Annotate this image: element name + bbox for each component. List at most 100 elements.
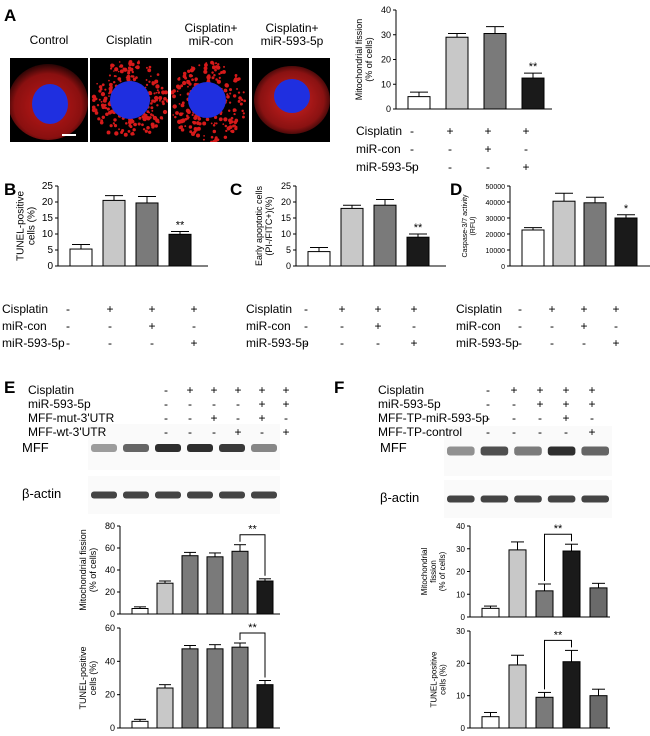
mitochondria-dot	[180, 103, 185, 108]
chart-d: 0 10000 20000 30000 40000 50000 Caspase-3/7 ac…	[462, 184, 650, 271]
y-tick-label: 10	[281, 229, 291, 239]
treatment-sign: -	[212, 425, 216, 439]
mitochondria-dot	[150, 102, 153, 105]
mitochondria-dot	[128, 60, 133, 64]
mitochondria-dot	[187, 69, 191, 73]
panel-letter-a: A	[4, 6, 17, 25]
y-axis-label: Mitochondrial fission(% of cells)	[78, 529, 98, 611]
treatment-sign: +	[186, 383, 193, 397]
mitochondria-dot	[103, 103, 107, 107]
mitochondria-dot	[222, 123, 225, 126]
y-tick-label: 10	[42, 229, 54, 240]
mitochondria-dot	[178, 125, 182, 130]
mitochondria-dot	[135, 65, 140, 70]
y-tick-label: 80	[105, 521, 115, 531]
mitochondria-dot	[106, 107, 110, 111]
treatment-sign: +	[548, 302, 555, 316]
y-tick-label: 10	[381, 79, 391, 89]
mitochondria-dot	[215, 62, 218, 65]
mitochondria-dot	[109, 67, 113, 70]
mitochondria-dot	[153, 92, 156, 95]
treatment-table-e: Cisplatin - + + + + +miR-593-5p - - - - + +MFF-mut-3…	[28, 383, 290, 439]
blot-band	[581, 495, 609, 503]
blot-band	[447, 446, 475, 456]
mitochondria-dot	[154, 79, 159, 84]
blot-e-loading-label: β-actin	[22, 486, 62, 501]
bar	[340, 207, 364, 267]
mitochondria-dot	[204, 63, 208, 67]
mitochondria-dot	[96, 82, 98, 85]
mitochondria-dot	[152, 99, 157, 103]
y-tick-label: 0	[461, 724, 466, 733]
panel-letter-c: C	[230, 180, 243, 199]
mitochondria-dot	[132, 77, 137, 82]
mitochondria-dot	[113, 118, 117, 122]
treatment-table-a: Cisplatin - + + +miR-con - - + -miR-593-5p- - - +	[356, 124, 530, 174]
y-tick-label: 40	[105, 656, 115, 666]
mitochondria-dot	[194, 77, 198, 81]
mitochondria-dot	[223, 117, 228, 122]
treatment-sign: +	[588, 397, 595, 411]
bar	[231, 646, 249, 729]
y-tick-label: 30	[456, 545, 465, 554]
treatment-sign: -	[518, 302, 522, 316]
treatment-row-label: MFF-TP-miR-593-5p	[378, 411, 489, 425]
chart-a: 0 10 20 30 40 Mitochondrial fission(% of cell…	[354, 5, 552, 114]
mitochondria-dot	[110, 83, 113, 86]
mitochondria-dot	[154, 95, 159, 101]
mitochondria-dot	[234, 109, 237, 112]
y-tick-label: 40000	[486, 200, 506, 207]
mitochondria-dot	[127, 130, 130, 133]
mitochondria-dot	[237, 77, 241, 81]
blot-band	[91, 444, 117, 452]
mitochondria-dot	[186, 109, 190, 113]
treatment-sign: -	[66, 302, 70, 316]
mitochondria-dot	[129, 67, 134, 72]
mitochondria-dot	[238, 96, 242, 100]
significance-bracket	[544, 533, 572, 582]
bar	[135, 202, 159, 267]
treatment-sign: -	[304, 336, 308, 350]
treatment-sign: -	[236, 397, 240, 411]
treatment-sign: -	[340, 319, 344, 333]
mitochondria-dot	[137, 122, 141, 126]
mitochondria-dot	[108, 86, 113, 91]
mitochondria-dot	[223, 88, 228, 93]
mitochondria-dot	[164, 91, 167, 94]
y-tick-label: 0	[386, 104, 391, 114]
treatment-sign: +	[258, 411, 265, 425]
mitochondria-dot	[97, 117, 101, 121]
mitochondria-dot	[210, 135, 214, 139]
y-tick-label: 15	[42, 213, 54, 224]
blot-e-target-label: MFF	[22, 440, 49, 455]
mitochondria-dot	[172, 104, 177, 109]
mitochondria-dot	[119, 80, 122, 83]
mitochondria-dot	[130, 132, 134, 136]
mitochondria-dot	[218, 76, 221, 79]
mitochondria-dot	[94, 108, 97, 111]
treatment-sign: +	[536, 383, 543, 397]
y-tick-label: 40	[456, 522, 465, 531]
y-axis-label-line: TUNEL-positive	[78, 646, 88, 709]
treatment-sign: +	[536, 397, 543, 411]
blot-e-actin-image	[88, 476, 280, 514]
y-tick-label: 0	[461, 613, 466, 622]
significance-label: **	[248, 524, 257, 536]
mitochondria-dot	[157, 91, 161, 94]
blot-band	[155, 444, 181, 452]
mitochondria-dot	[108, 74, 112, 77]
treatment-sign: -	[550, 336, 554, 350]
y-tick-label: 15	[281, 213, 291, 223]
y-axis-label-line: Mitochondrial fission	[354, 19, 364, 101]
mitochondria-dot	[196, 126, 201, 131]
treatment-sign: -	[192, 319, 196, 333]
treatment-sign: -	[524, 142, 528, 156]
mitochondria-dot	[232, 94, 237, 98]
mitochondria-dot	[215, 78, 218, 81]
treatment-sign: +	[510, 383, 517, 397]
treatment-row-label: miR-con	[456, 319, 501, 333]
bar	[407, 96, 431, 110]
treatment-sign: +	[522, 124, 529, 138]
mitochondria-dot	[148, 116, 152, 119]
mitochondria-dot	[137, 60, 140, 63]
